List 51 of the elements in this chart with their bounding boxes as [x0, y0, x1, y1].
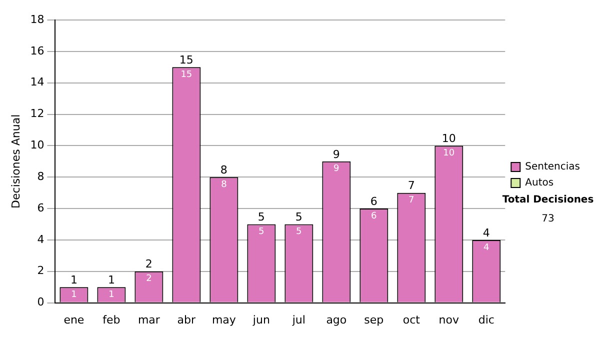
data-label: 10	[443, 148, 455, 159]
data-label: 7	[408, 196, 414, 206]
data-label: 5	[296, 227, 302, 238]
annotation: Total Decisiones	[502, 194, 594, 206]
y-tick-label: 2	[37, 264, 44, 278]
total-label: 9	[332, 148, 340, 161]
x-tick-label: ene	[64, 313, 84, 326]
x-tick-label: jun	[252, 313, 270, 326]
data-label: 5	[258, 227, 264, 238]
total-label: 7	[408, 179, 415, 192]
x-tick-label: may	[212, 313, 236, 326]
data-label: 15	[180, 70, 192, 80]
text: 73	[542, 214, 554, 225]
total-label: 8	[220, 163, 228, 176]
total-label: 4	[482, 226, 490, 240]
legend-label: Sentencias	[525, 162, 580, 173]
y-tick-label: 14	[30, 76, 44, 89]
total-label: 2	[145, 258, 152, 271]
x-tick-label: nov	[438, 313, 460, 326]
x-tick-label: ago	[326, 313, 347, 326]
y-tick-label: 12	[30, 107, 44, 120]
data-label: 2	[146, 274, 152, 284]
x-tick-label: jul	[291, 313, 306, 326]
total-label: 1	[108, 273, 115, 286]
data-label: 1	[108, 290, 114, 300]
x-tick-label: abr	[177, 313, 196, 326]
total-label: 6	[370, 194, 378, 208]
x-tick-label: oct	[402, 313, 421, 326]
x-tick-label: sep	[364, 313, 384, 326]
data-label: 6	[371, 211, 378, 222]
y-tick-label: 10	[30, 138, 44, 152]
total-label: 10	[442, 132, 456, 146]
total-label: 15	[179, 53, 194, 66]
y-tick-label: 6	[37, 201, 44, 214]
data-label: 4	[484, 242, 490, 253]
y-tick-label: 18	[30, 12, 44, 26]
legend-label: Autos	[525, 178, 554, 189]
total-label: 5	[295, 210, 302, 224]
total-label: 5	[258, 210, 265, 224]
data-label: 1	[71, 290, 77, 300]
data-label: 9	[334, 164, 340, 174]
x-tick-label: mar	[138, 313, 160, 326]
data-label: 8	[221, 180, 228, 190]
x-tick-label: feb	[102, 313, 120, 326]
x-tick-label: dic	[478, 313, 494, 326]
y-tick-label: 4	[37, 232, 44, 246]
y-tick-label: 0	[37, 296, 44, 309]
y-tick-label: 8	[37, 170, 44, 183]
total-label: 1	[70, 273, 78, 286]
y-axis-title: Decisiones Anual	[9, 114, 22, 208]
y-tick-label: 16	[30, 44, 44, 58]
